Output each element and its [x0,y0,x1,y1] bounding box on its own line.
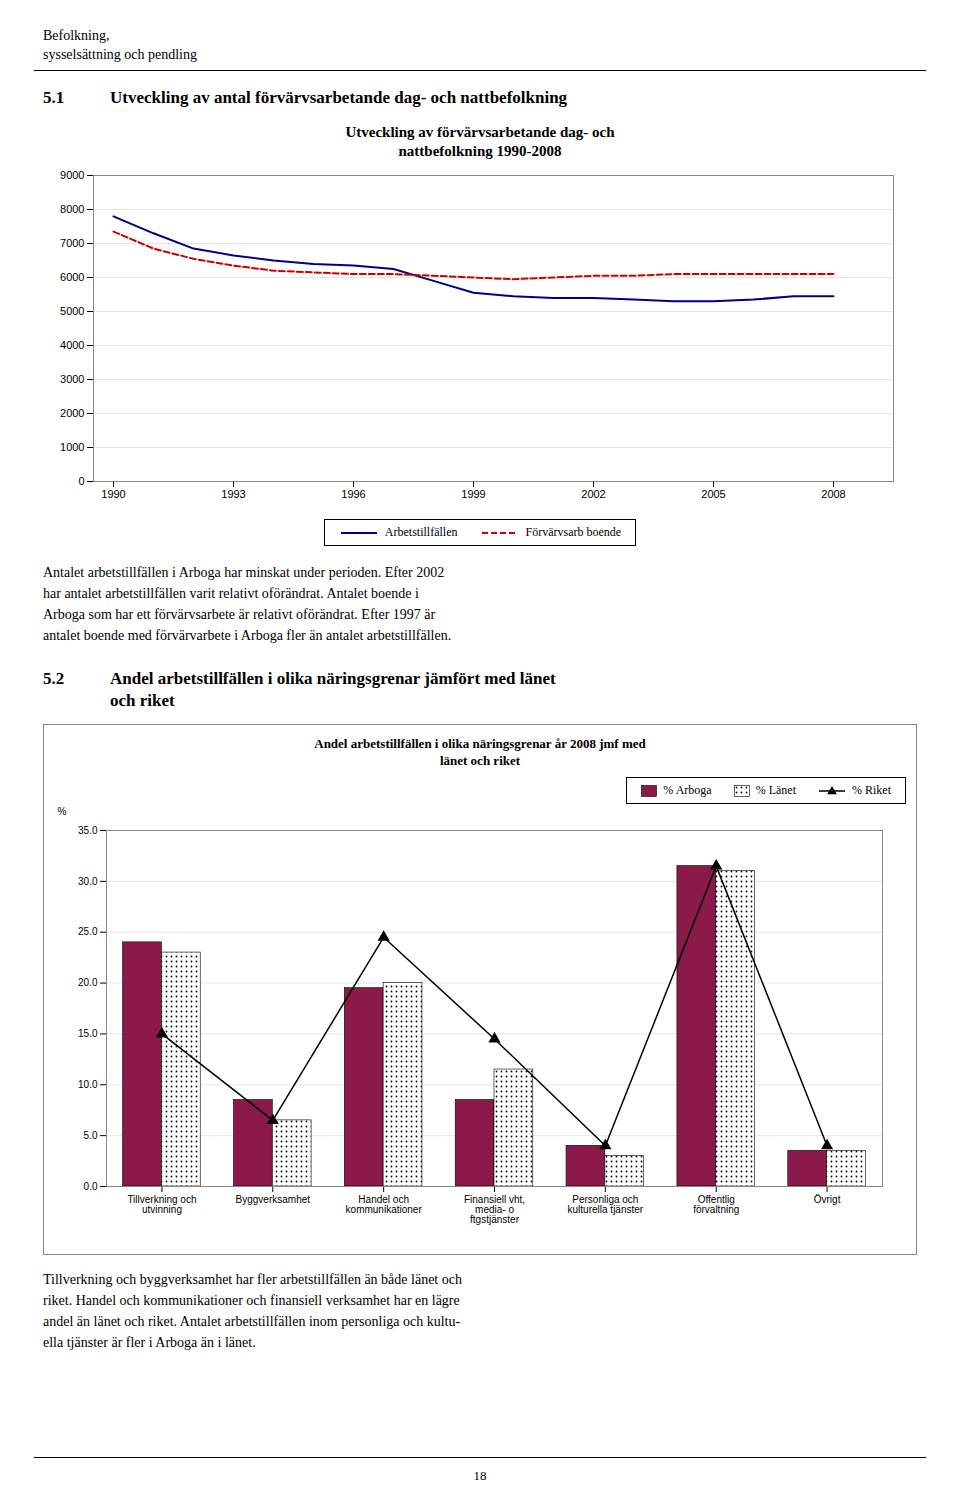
html-text:och riket: och riket [110,691,175,710]
html-text:sysselsättning och pendling: sysselsättning och pendling [43,47,197,62]
html-text:Tillverkning och byggverksamhe: Tillverkning och byggverksamhet har fler… [43,1272,462,1350]
html-text:Befolkning,: Befolkning, [43,28,110,43]
html-text:% Arboga: % Arboga [663,783,712,797]
svg-text:6000: 6000 [60,271,84,283]
html-text:18: 18 [473,1468,487,1483]
svg-text:1993: 1993 [221,488,245,500]
html-text:Utveckling av antal förvärvsar: Utveckling av antal förvärvsarbetande da… [110,88,568,107]
svg-text:25.0: 25.0 [78,926,98,937]
svg-text:Övrigt: Övrigt [814,1194,841,1205]
svg-text:35.0: 35.0 [78,825,98,836]
svg-text:Finansiell vht,media- oftgstjä: Finansiell vht,media- oftgstjänster [464,1194,525,1225]
svg-text:Tillverkning ochutvinning: Tillverkning ochutvinning [127,1194,196,1215]
html-text:Andel arbetstillfällen i olika: Andel arbetstillfällen i olika näringsgr… [110,669,556,688]
svg-text:2002: 2002 [581,488,605,500]
svg-text:Offentligförvaltning: Offentligförvaltning [693,1194,739,1215]
svg-text:10.0: 10.0 [78,1079,98,1090]
svg-text:2005: 2005 [701,488,725,500]
svg-text:1999: 1999 [461,488,485,500]
svg-text:1990: 1990 [101,488,125,500]
html-text:5.1: 5.1 [43,88,65,107]
html-text:Andel arbetstillfällen i olika: Andel arbetstillfällen i olika näringsgr… [314,736,646,768]
svg-text:0: 0 [78,475,84,487]
svg-text:30.0: 30.0 [78,876,98,887]
svg-text:5000: 5000 [60,305,84,317]
html-text:% Länet: % Länet [755,783,796,797]
svg-text:1996: 1996 [341,488,365,500]
svg-text:20.0: 20.0 [78,977,98,988]
svg-text:9000: 9000 [60,169,84,181]
svg-text:Byggverksamhet: Byggverksamhet [236,1194,311,1205]
html-text:Utveckling av förvärvsarbetand: Utveckling av förvärvsarbetande dag- och… [345,124,615,159]
svg-text:4000: 4000 [60,339,84,351]
svg-text:Handel ochkommunikationer: Handel ochkommunikationer [346,1194,423,1215]
html-text:% Riket: % Riket [852,783,891,797]
html-text:5.2: 5.2 [43,669,65,688]
svg-text:7000: 7000 [60,237,84,249]
html-text:Förvärvsarb boende: Förvärvsarb boende [525,525,622,539]
svg-text:0.0: 0.0 [84,1181,98,1192]
svg-text:5.0: 5.0 [84,1130,98,1141]
svg-text:%: % [58,806,67,817]
html-text:Antalet arbetstillfällen i Arb: Antalet arbetstillfällen i Arboga har mi… [43,565,452,643]
html-text:Arbetstillfällen: Arbetstillfällen [384,525,458,539]
svg-text:2000: 2000 [60,407,84,419]
svg-text:8000: 8000 [60,203,84,215]
svg-text:2008: 2008 [821,488,845,500]
svg-text:Personliga ochkulturella tjäns: Personliga ochkulturella tjänster [568,1194,644,1215]
svg-text:3000: 3000 [60,373,84,385]
svg-text:1000: 1000 [60,441,84,453]
svg-text:15.0: 15.0 [78,1028,98,1039]
